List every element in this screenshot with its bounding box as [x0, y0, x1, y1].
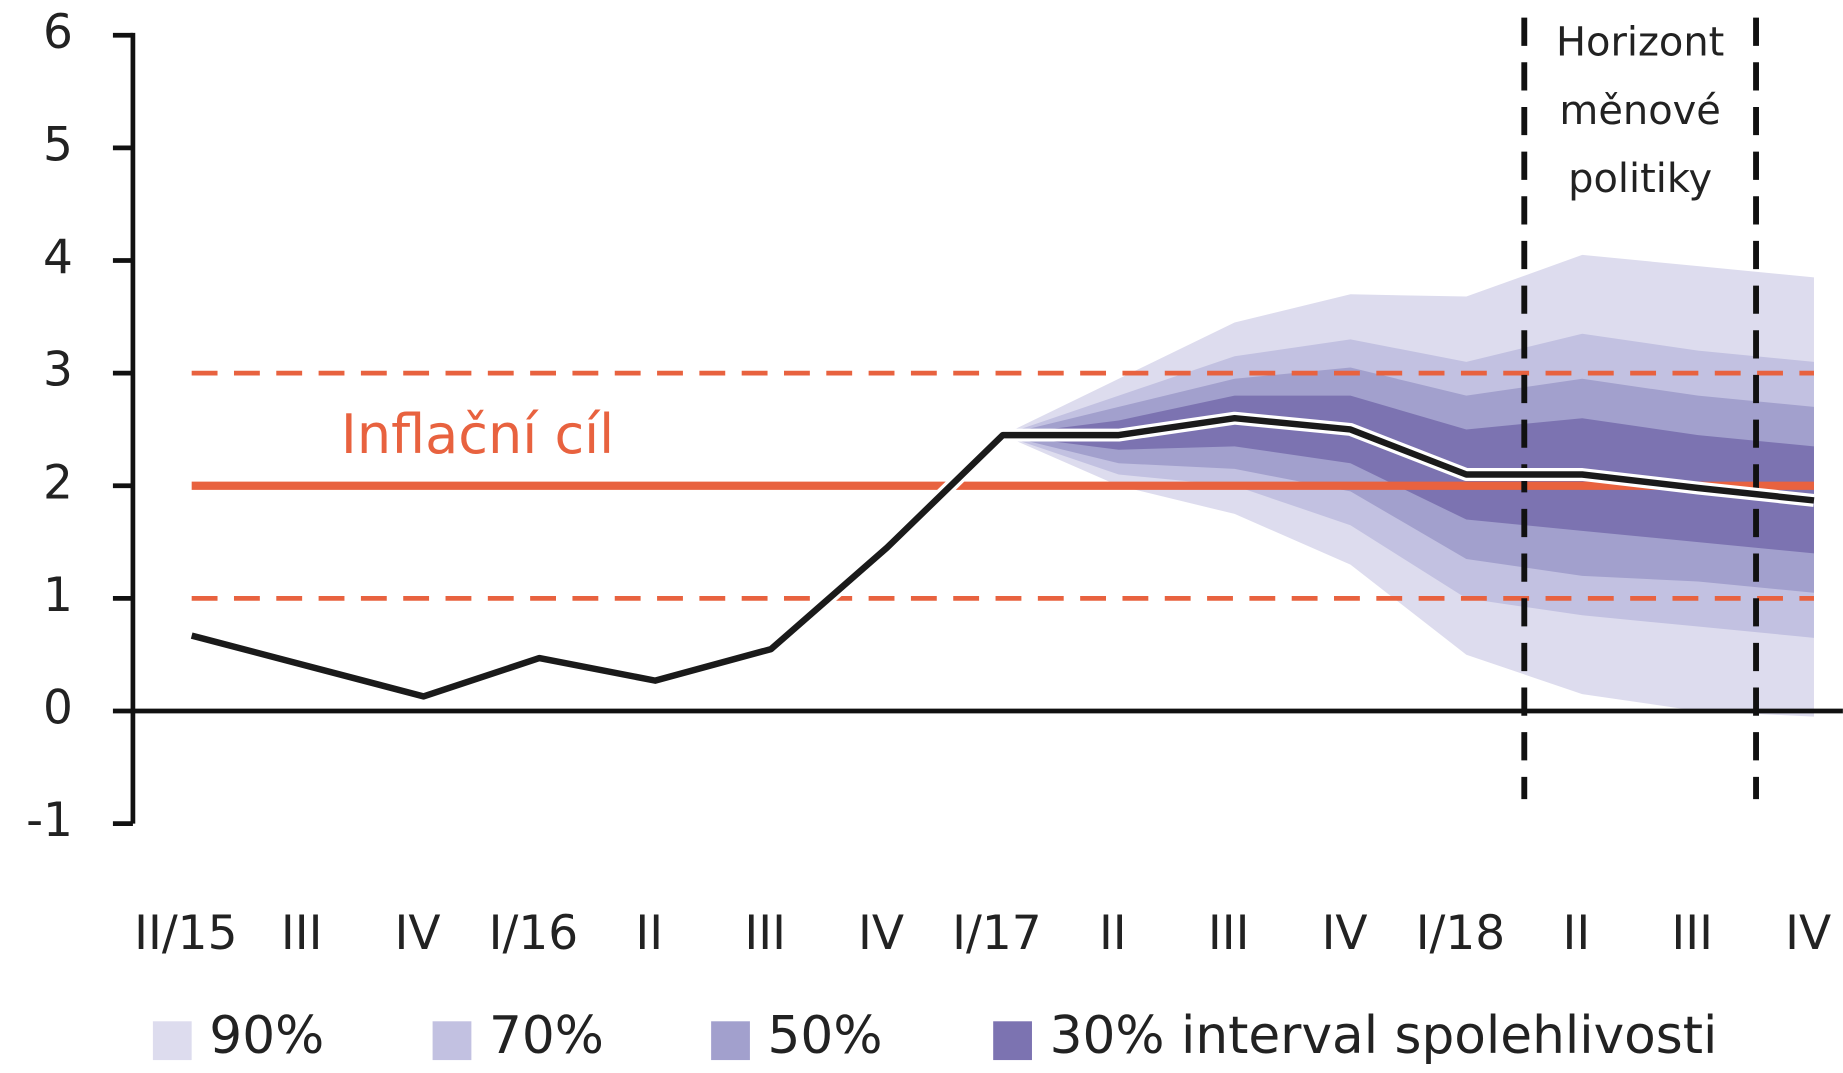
legend-label: 30% — [1050, 1006, 1165, 1066]
y-tick-label: 5 — [43, 117, 73, 172]
x-tick-label: II — [635, 906, 663, 961]
x-tick-label: I/17 — [952, 906, 1042, 961]
x-tick-label: I/18 — [1416, 906, 1506, 961]
legend-swatch — [993, 1021, 1032, 1061]
target-label: Inflační cíl — [341, 403, 614, 466]
legend-suffix: interval spolehlivosti — [1181, 1006, 1717, 1066]
legend-label: 70% — [489, 1006, 604, 1066]
x-tick-label: III — [1208, 906, 1250, 961]
x-tick-label: II — [1562, 906, 1590, 961]
horizon-label: Horizont — [1556, 20, 1724, 66]
legend-label: 50% — [768, 1006, 883, 1066]
x-tick-label: III — [744, 906, 786, 961]
x-tick-label: IV — [1785, 906, 1831, 961]
x-tick-label: II/15 — [134, 906, 237, 961]
y-tick-label: 2 — [43, 455, 73, 510]
legend-swatch — [711, 1021, 750, 1061]
x-tick-label: III — [1671, 906, 1713, 961]
y-tick-label: 4 — [43, 230, 73, 285]
horizon-label: měnové — [1559, 88, 1720, 134]
horizon-label: politiky — [1568, 156, 1712, 202]
y-tick-label: 0 — [43, 681, 73, 736]
y-tick-label: 1 — [43, 568, 73, 623]
legend-swatch — [432, 1021, 472, 1061]
x-tick-label: IV — [858, 906, 904, 961]
legend-label: 90% — [209, 1006, 324, 1066]
x-tick-label: I/16 — [489, 906, 579, 961]
fan-band — [1002, 395, 1814, 554]
y-tick-label: -1 — [26, 793, 73, 848]
x-tick-label: III — [281, 906, 323, 961]
y-tick-label: 3 — [43, 343, 73, 398]
x-tick-label: IV — [395, 906, 441, 961]
x-tick-label: II — [1099, 906, 1127, 961]
line — [190, 414, 1815, 700]
legend-swatch — [152, 1021, 192, 1061]
y-tick-label: 6 — [43, 5, 73, 60]
x-tick-label: IV — [1322, 906, 1368, 961]
